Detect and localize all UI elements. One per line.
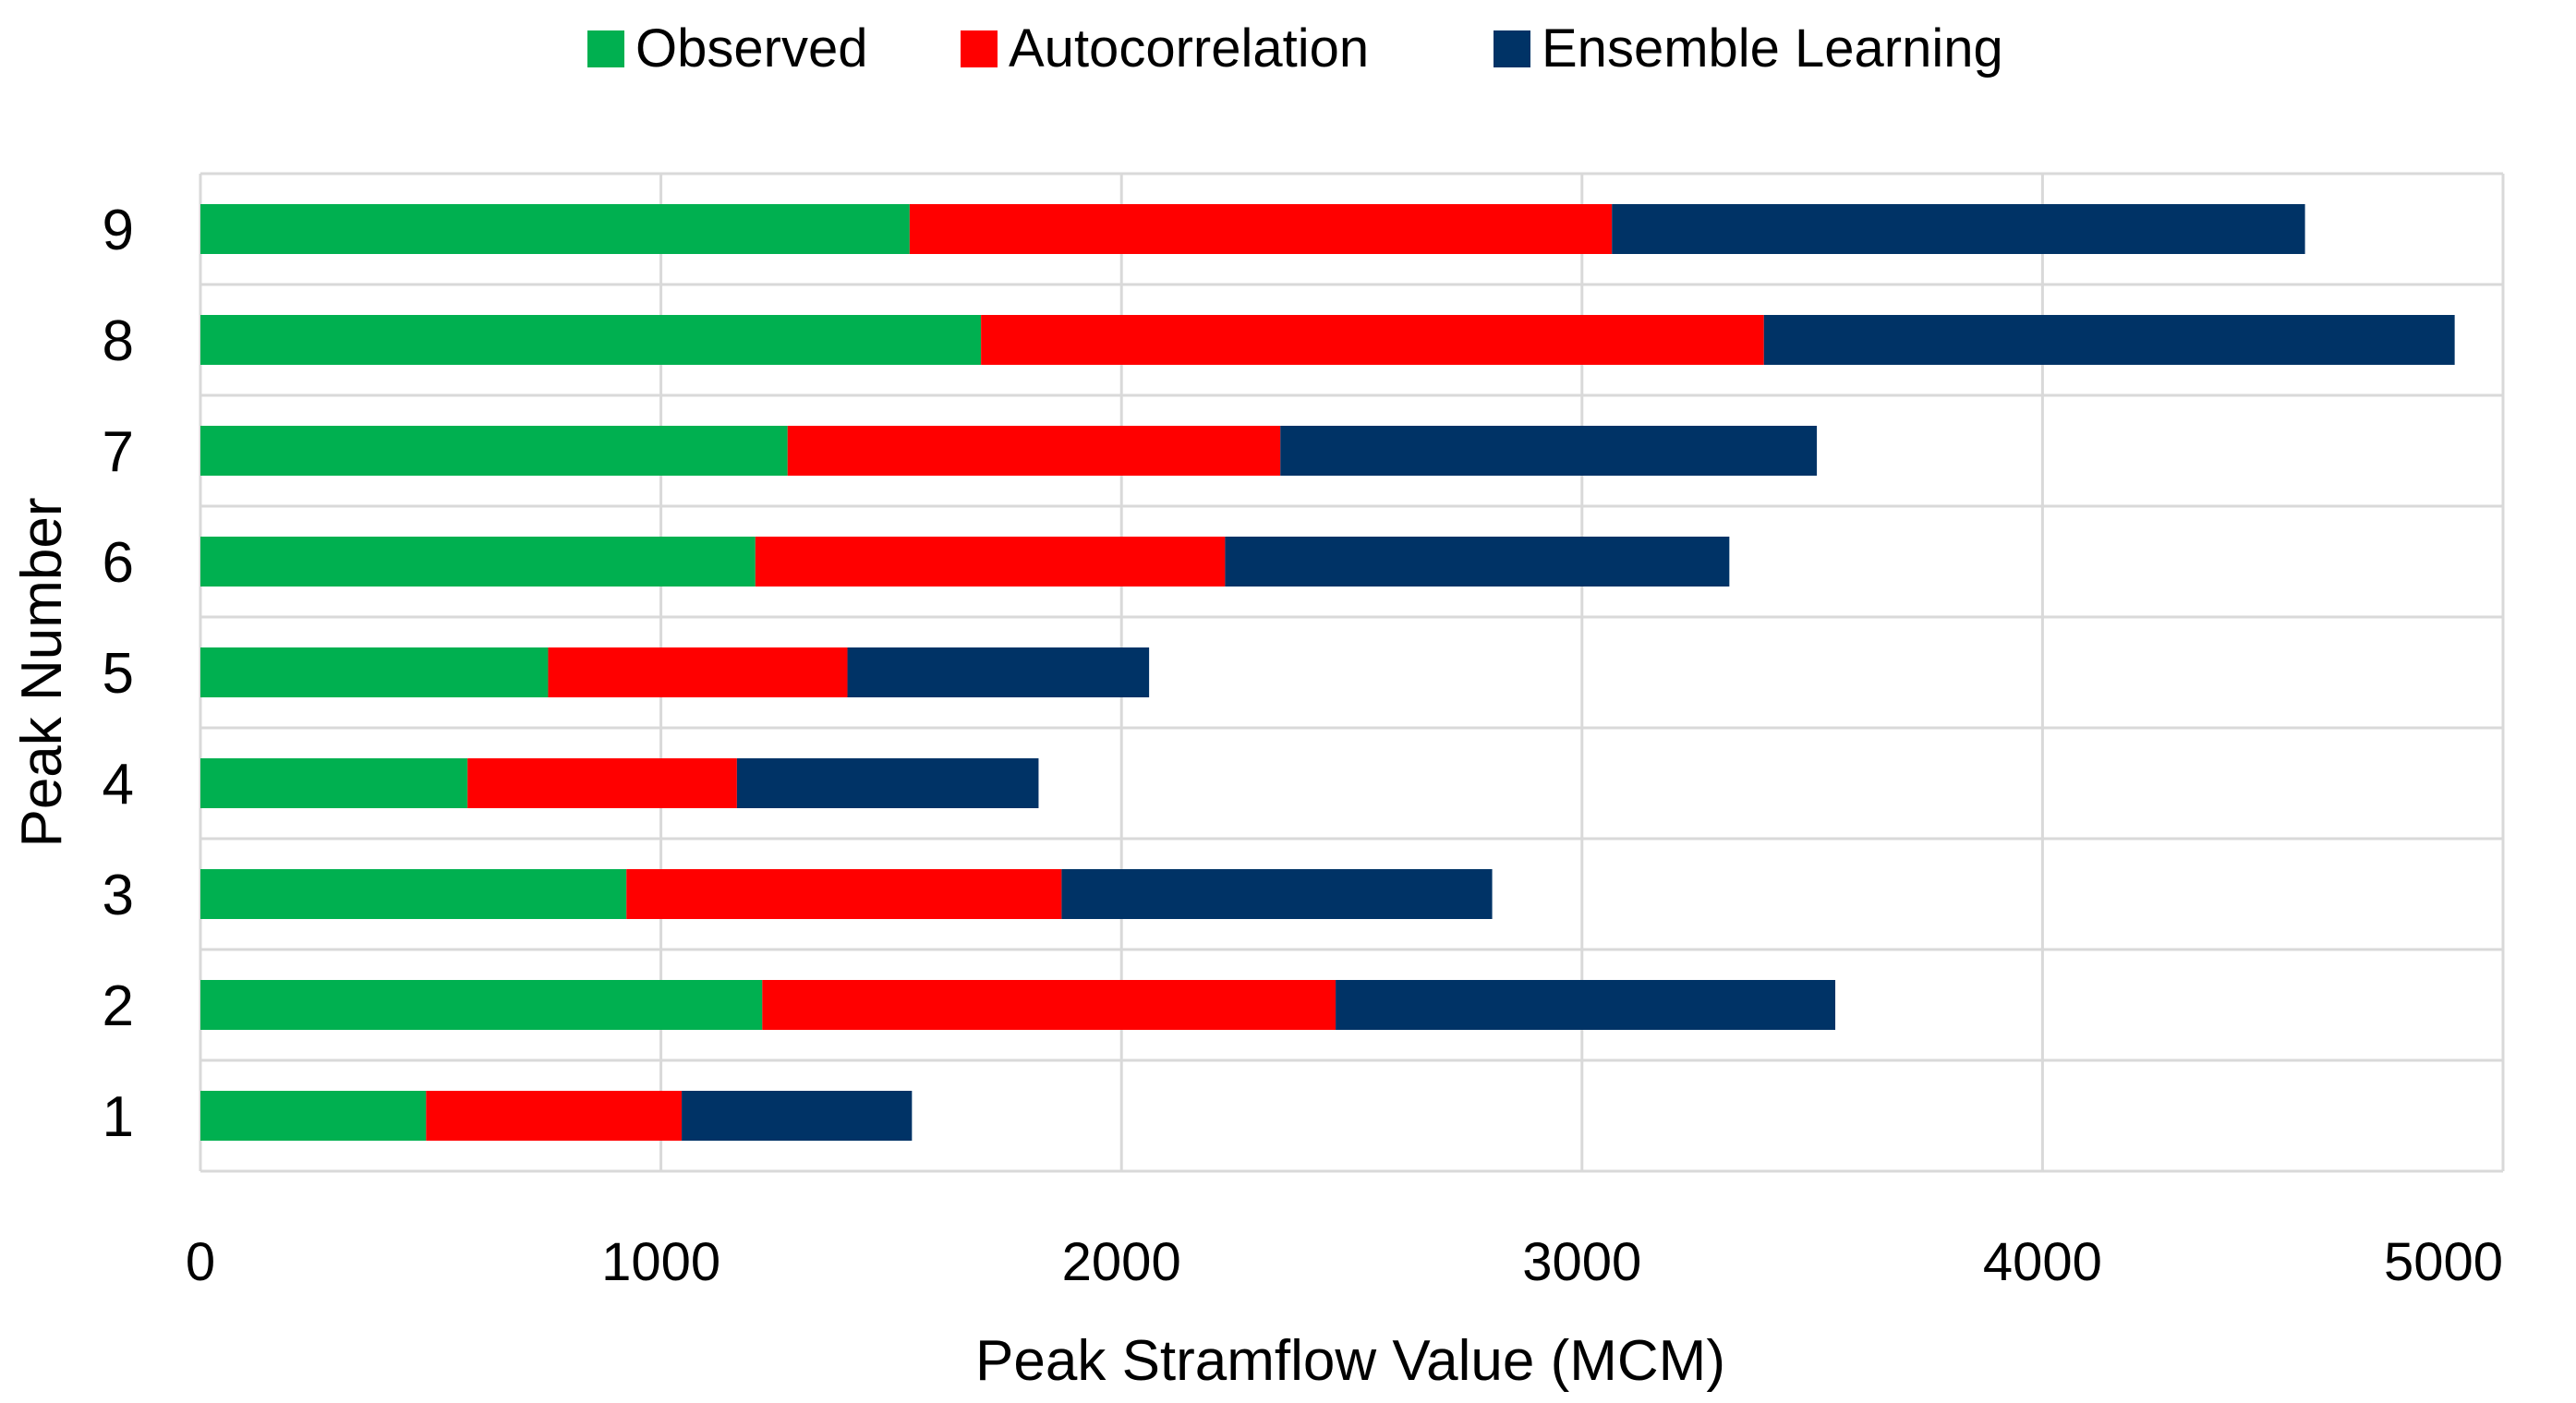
legend-label-ensemble-learning: Ensemble Learning (1542, 18, 2003, 79)
y-tick-label: 6 (103, 531, 134, 595)
bar-segment-autocorrelation-peak-5 (548, 647, 848, 697)
bar-segment-ensemble-learning-peak-1 (682, 1091, 913, 1141)
y-tick-label: 7 (103, 420, 134, 484)
bar-segment-ensemble-learning-peak-6 (1225, 537, 1730, 587)
bar-segment-autocorrelation-peak-2 (762, 980, 1336, 1030)
x-tick-label: 0 (186, 1232, 215, 1292)
x-tick-label: 2000 (1062, 1232, 1181, 1292)
y-axis-title: Peak Number (10, 497, 74, 847)
bars (200, 204, 2455, 1141)
bar-segment-autocorrelation-peak-4 (467, 758, 737, 808)
legend-swatch-autocorrelation (961, 30, 998, 67)
bar-segment-autocorrelation-peak-3 (626, 869, 1062, 919)
y-tick-label: 4 (103, 753, 134, 816)
bar-segment-ensemble-learning-peak-5 (847, 647, 1150, 697)
bar-segment-ensemble-learning-peak-7 (1280, 426, 1818, 476)
x-tick-label: 3000 (1522, 1232, 1641, 1292)
bar-segment-autocorrelation-peak-7 (787, 426, 1281, 476)
x-tick-labels: 0 1000 2000 3000 4000 5000 (186, 1232, 2503, 1292)
bar-segment-ensemble-learning-peak-3 (1061, 869, 1493, 919)
bar-segment-observed-peak-8 (200, 315, 982, 365)
bar-segment-autocorrelation-peak-8 (981, 315, 1764, 365)
y-tick-label: 1 (103, 1085, 134, 1149)
bar-segment-observed-peak-9 (200, 204, 910, 254)
bar-segment-observed-peak-1 (200, 1091, 427, 1141)
x-tick-label: 4000 (1983, 1232, 2102, 1292)
legend-label-observed: Observed (635, 18, 867, 79)
x-tick-label: 1000 (601, 1232, 720, 1292)
bar-segment-observed-peak-6 (200, 537, 756, 587)
bar-segment-observed-peak-4 (200, 758, 468, 808)
y-tick-label: 9 (103, 199, 134, 262)
bar-segment-ensemble-learning-peak-8 (1763, 315, 2455, 365)
legend-label-autocorrelation: Autocorrelation (1009, 18, 1369, 79)
y-tick-label: 5 (103, 642, 134, 706)
bar-segment-observed-peak-5 (200, 647, 549, 697)
y-tick-labels: 1 2 3 4 5 6 7 8 9 (103, 199, 134, 1149)
bar-segment-autocorrelation-peak-1 (426, 1091, 683, 1141)
y-tick-label: 8 (103, 309, 134, 373)
bar-segment-ensemble-learning-peak-4 (736, 758, 1039, 808)
y-tick-label: 2 (103, 974, 134, 1038)
legend: Observed Autocorrelation Ensemble Learni… (587, 18, 2003, 79)
bar-segment-autocorrelation-peak-6 (755, 537, 1226, 587)
bar-segment-observed-peak-3 (200, 869, 627, 919)
x-tick-label: 5000 (2384, 1232, 2503, 1292)
bar-segment-observed-peak-2 (200, 980, 763, 1030)
bar-segment-autocorrelation-peak-9 (909, 204, 1613, 254)
x-axis-title: Peak Stramflow Value (MCM) (975, 1329, 1725, 1393)
bar-segment-observed-peak-7 (200, 426, 788, 476)
bar-segment-ensemble-learning-peak-2 (1336, 980, 1836, 1030)
legend-swatch-ensemble-learning (1494, 30, 1530, 67)
y-tick-label: 3 (103, 864, 134, 927)
legend-swatch-observed (587, 30, 624, 67)
bar-segment-ensemble-learning-peak-9 (1612, 204, 2305, 254)
